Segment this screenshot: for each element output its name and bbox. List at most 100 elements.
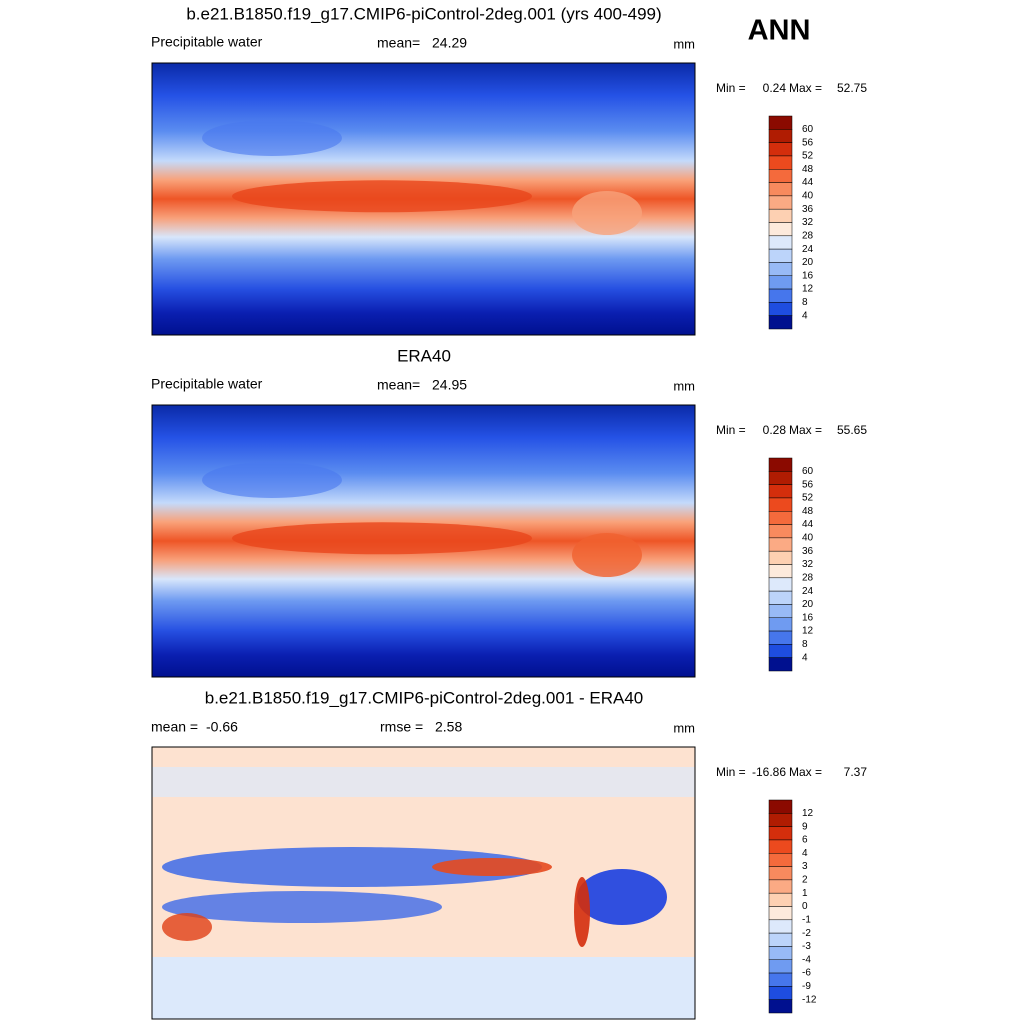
colorbar-label: 1	[802, 888, 808, 899]
colorbar-box	[768, 275, 793, 290]
colorbar-box	[768, 315, 793, 330]
colorbar-box	[768, 169, 793, 183]
stat-value: -0.66	[206, 719, 238, 735]
colorbar-box	[768, 630, 793, 645]
colorbar-box	[768, 471, 793, 485]
band	[152, 957, 695, 1019]
colorbar-box	[768, 195, 793, 210]
colorbar-box	[768, 524, 793, 539]
colorbar-box	[768, 946, 793, 960]
colorbar-label: 40	[802, 533, 814, 544]
units: mm	[673, 378, 695, 393]
min-label: Min =	[716, 81, 746, 95]
colorbar-label: -3	[802, 941, 811, 952]
map	[151, 62, 696, 336]
colorbar-box	[768, 813, 793, 827]
colorbar-label: 0	[802, 901, 808, 912]
max-value: 7.37	[844, 765, 868, 779]
colorbar-label: 3	[802, 861, 808, 872]
colorbar-box	[768, 115, 793, 130]
stat-value: 24.95	[432, 377, 467, 393]
colorbar-label: 12	[802, 626, 814, 637]
colorbar-label: 9	[802, 821, 808, 832]
colorbar-label: 32	[802, 217, 814, 228]
colorbar-label: 4	[802, 310, 808, 321]
colorbar-label: 4	[802, 652, 808, 663]
max-label: Max =	[789, 765, 822, 779]
colorbar-label: 60	[802, 124, 814, 135]
colorbar-box	[768, 932, 793, 947]
min-value: -16.86	[752, 765, 786, 779]
min-label: Min =	[716, 765, 746, 779]
colorbar-box	[768, 879, 793, 894]
colorbar-label: 28	[802, 572, 814, 583]
colorbar-box	[768, 839, 793, 854]
colorbar-label: 12	[802, 284, 814, 295]
colorbar-box	[768, 262, 793, 276]
colorbar-label: 52	[802, 151, 814, 162]
colorbar-box	[768, 235, 793, 250]
colorbar-box	[768, 892, 793, 907]
colorbar-label: 60	[802, 466, 814, 477]
warm-pool	[232, 180, 532, 213]
colorbar-label: -4	[802, 954, 811, 965]
colorbar-box	[768, 142, 793, 157]
min-label: Min =	[716, 423, 746, 437]
max-label: Max =	[789, 81, 822, 95]
colorbar-box	[768, 577, 793, 592]
colorbar-box	[768, 537, 793, 552]
min-value: 0.28	[763, 423, 787, 437]
colorbar-label: 20	[802, 599, 814, 610]
colorbar-label: 36	[802, 546, 814, 557]
colorbar-box	[768, 617, 793, 632]
panel-title: b.e21.B1850.f19_g17.CMIP6-piControl-2deg…	[186, 4, 661, 23]
colorbar-label: 36	[802, 204, 814, 215]
map	[151, 746, 696, 1020]
stat-label: mean=	[377, 377, 420, 393]
colorbar-label: 2	[802, 875, 808, 886]
units: mm	[673, 36, 695, 51]
colorbar-box	[768, 866, 793, 881]
colorbar-label: 8	[802, 297, 808, 308]
dry-amazon	[577, 869, 667, 925]
colorbar-label: 56	[802, 137, 814, 148]
max-value: 55.65	[837, 423, 867, 437]
amazon	[572, 533, 642, 577]
colorbar-box	[768, 972, 793, 987]
colorbar-label: -12	[802, 994, 817, 1005]
colorbar-label: 24	[802, 586, 814, 597]
wet-andes	[574, 877, 590, 947]
dry-land	[202, 462, 342, 498]
colorbar-box	[768, 222, 793, 237]
map	[151, 404, 696, 678]
units: mm	[673, 720, 695, 735]
colorbar-box	[768, 497, 793, 512]
dry-band	[162, 891, 442, 923]
colorbar-label: 8	[802, 639, 808, 650]
colorbar-label: 52	[802, 493, 814, 504]
max-value: 52.75	[837, 81, 867, 95]
colorbar-label: 48	[802, 164, 814, 175]
colorbar-label: 16	[802, 270, 814, 281]
colorbar-label: 28	[802, 230, 814, 241]
colorbar-label: 12	[802, 808, 814, 819]
colorbar-box	[768, 564, 793, 579]
colorbar-box	[768, 644, 793, 658]
colorbar-box	[768, 799, 793, 814]
min-value: 0.24	[763, 81, 787, 95]
colorbar-label: 56	[802, 479, 814, 490]
colorbar-box	[768, 182, 793, 197]
map-border	[151, 404, 696, 678]
colorbar-box	[768, 906, 793, 921]
colorbar-box	[768, 457, 793, 472]
colorbar-label: 20	[802, 257, 814, 268]
colorbar-box	[768, 129, 793, 143]
colorbar-label: 40	[802, 191, 814, 202]
colorbar-box	[768, 302, 793, 316]
colorbar-box	[768, 999, 793, 1014]
colorbar-label: -2	[802, 928, 811, 939]
colorbar-label: -1	[802, 914, 811, 925]
colorbar-box	[768, 919, 793, 934]
map-border	[151, 62, 696, 336]
